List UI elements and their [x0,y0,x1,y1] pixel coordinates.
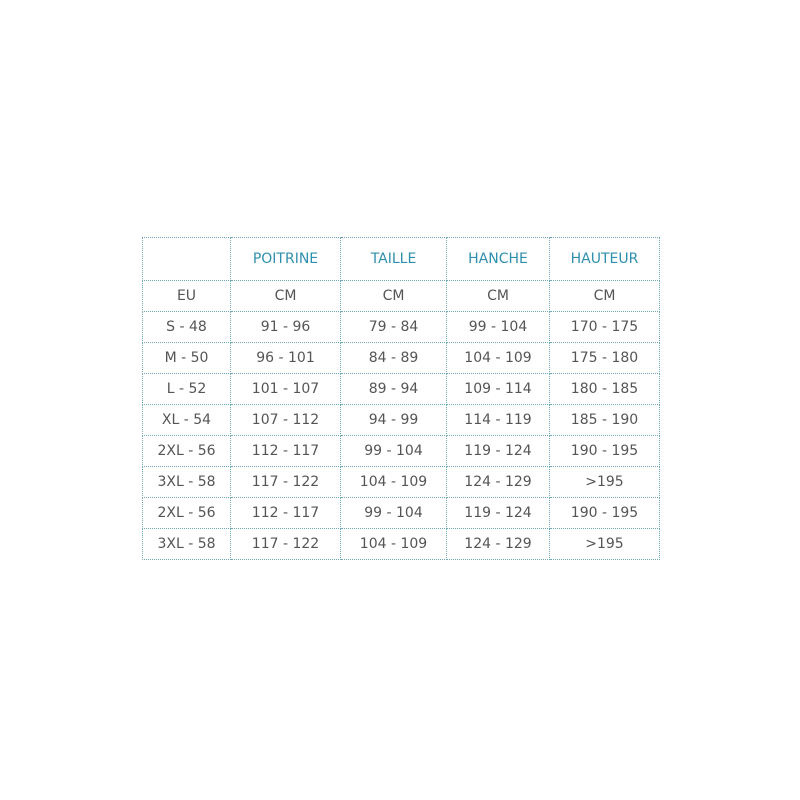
measurement-cell: >195 [549,466,660,498]
measurement-cell: 84 - 89 [340,342,447,374]
measurement-cell: 89 - 94 [340,373,447,405]
column-header [142,237,231,281]
column-header: HAUTEUR [549,237,660,281]
measurement-cell: 119 - 124 [446,497,550,529]
measurement-cell: 112 - 117 [230,497,341,529]
table-row: 2XL - 56 112 - 117 99 - 104 119 - 124 190 - … [142,497,660,529]
measurement-cell: 99 - 104 [446,311,550,343]
size-cell: S - 48 [142,311,231,343]
measurement-cell: 104 - 109 [446,342,550,374]
measurement-cell: 94 - 99 [340,404,447,436]
table-row: 2XL - 56 112 - 117 99 - 104 119 - 124 190 - … [142,435,660,467]
measurement-cell: 117 - 122 [230,528,341,560]
measurement-cell: 96 - 101 [230,342,341,374]
column-header: POITRINE [230,237,341,281]
unit-cell: CM [446,280,550,312]
measurement-cell: 124 - 129 [446,528,550,560]
measurement-cell: 99 - 104 [340,497,447,529]
size-cell: XL - 54 [142,404,231,436]
table-row: 3XL - 58 117 - 122 104 - 109 124 - 129 >195 [142,466,660,498]
units-row: EU CM CM CM CM [142,280,660,312]
unit-cell: CM [340,280,447,312]
measurement-cell: 104 - 109 [340,528,447,560]
table-row: M - 50 96 - 101 84 - 89 104 - 109 175 - 180 [142,342,660,374]
measurement-cell: 104 - 109 [340,466,447,498]
measurement-cell: 114 - 119 [446,404,550,436]
measurement-cell: 107 - 112 [230,404,341,436]
header-row: POITRINE TAILLE HANCHE HAUTEUR [142,237,660,281]
table-row: XL - 54 107 - 112 94 - 99 114 - 119 185 - 19… [142,404,660,436]
table-row: 3XL - 58 117 - 122 104 - 109 124 - 129 >195 [142,528,660,560]
measurement-cell: 91 - 96 [230,311,341,343]
size-cell: 3XL - 58 [142,528,231,560]
size-cell: 2XL - 56 [142,497,231,529]
unit-cell: CM [230,280,341,312]
size-cell: 3XL - 58 [142,466,231,498]
measurement-cell: 99 - 104 [340,435,447,467]
measurement-cell: 119 - 124 [446,435,550,467]
measurement-cell: >195 [549,528,660,560]
measurement-cell: 190 - 195 [549,435,660,467]
size-cell: 2XL - 56 [142,435,231,467]
measurement-cell: 101 - 107 [230,373,341,405]
size-cell: L - 52 [142,373,231,405]
measurement-cell: 170 - 175 [549,311,660,343]
table-row: S - 48 91 - 96 79 - 84 99 - 104 170 - 175 [142,311,660,343]
unit-cell: CM [549,280,660,312]
size-chart-table: POITRINE TAILLE HANCHE HAUTEUR EU CM CM CM CM S… [142,237,660,560]
measurement-cell: 117 - 122 [230,466,341,498]
measurement-cell: 124 - 129 [446,466,550,498]
measurement-cell: 79 - 84 [340,311,447,343]
measurement-cell: 109 - 114 [446,373,550,405]
measurement-cell: 190 - 195 [549,497,660,529]
measurement-cell: 180 - 185 [549,373,660,405]
column-header: TAILLE [340,237,447,281]
measurement-cell: 175 - 180 [549,342,660,374]
column-header: HANCHE [446,237,550,281]
table-row: L - 52 101 - 107 89 - 94 109 - 114 180 - 185 [142,373,660,405]
measurement-cell: 185 - 190 [549,404,660,436]
measurement-cell: 112 - 117 [230,435,341,467]
unit-cell: EU [142,280,231,312]
size-cell: M - 50 [142,342,231,374]
